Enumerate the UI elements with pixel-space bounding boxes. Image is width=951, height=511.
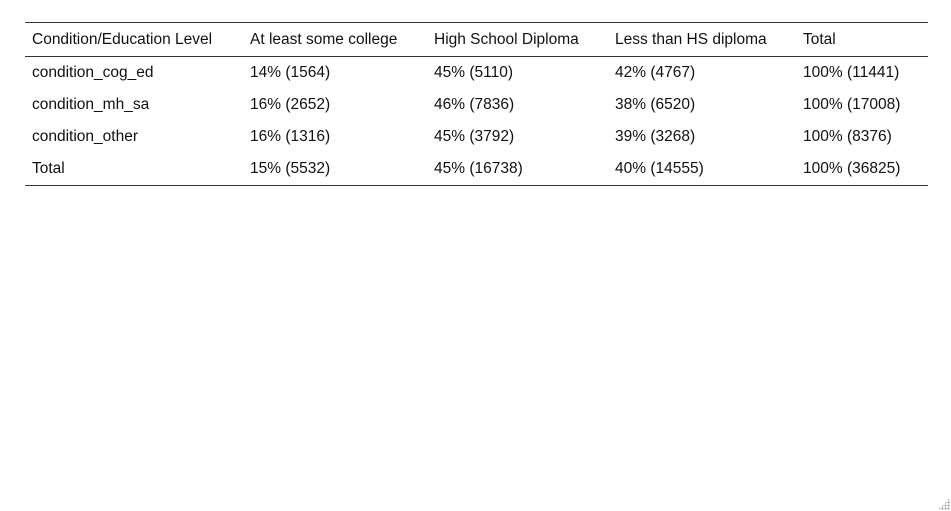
row-label: Total [32,160,65,177]
table-cell: 100% (17008) [803,96,901,113]
header-row: Condition/Education Level At least some … [25,22,928,57]
table-cell: 45% (5110) [434,64,513,81]
table-body: condition_cog_ed 14% (1564) 45% (5110) 4… [25,57,928,186]
table-cell: 16% (1316) [250,128,331,145]
header-high-school-diploma: High School Diploma [434,30,579,48]
table-cell: 16% (2652) [250,96,331,113]
table-cell: 46% (7836) [434,96,515,113]
row-label: condition_mh_sa [32,96,150,113]
header-less-than-hs-diploma: Less than HS diploma [615,30,767,48]
table-row: condition_other 16% (1316) 45% (3792) 39… [25,121,928,153]
table-cell: 40% (14555) [615,160,704,177]
table-cell: 38% (6520) [615,96,696,113]
row-label: condition_other [32,128,138,145]
table-header: Condition/Education Level At least some … [25,22,928,57]
header-at-least-some-college: At least some college [250,30,398,48]
header-total: Total [803,30,836,48]
table-row-total: Total 15% (5532) 45% (16738) 40% (14555)… [25,153,928,186]
table-cell: 45% (3792) [434,128,515,145]
table-cell: 100% (8376) [803,128,892,145]
table-cell: 45% (16738) [434,160,523,177]
header-condition-education-level: Condition/Education Level [32,30,213,48]
table-cell: 15% (5532) [250,160,331,177]
resize-grip-icon[interactable] [938,498,950,510]
row-label: condition_cog_ed [32,64,154,81]
table-cell: 42% (4767) [615,64,696,81]
table-row: condition_cog_ed 14% (1564) 45% (5110) 4… [25,57,928,90]
table-cell: 100% (36825) [803,160,901,177]
table-cell: 100% (11441) [803,64,900,81]
crosstab-table: Condition/Education Level At least some … [25,22,928,186]
table-cell: 14% (1564) [250,64,331,81]
table-cell: 39% (3268) [615,128,696,145]
table-row: condition_mh_sa 16% (2652) 46% (7836) 38… [25,89,928,121]
